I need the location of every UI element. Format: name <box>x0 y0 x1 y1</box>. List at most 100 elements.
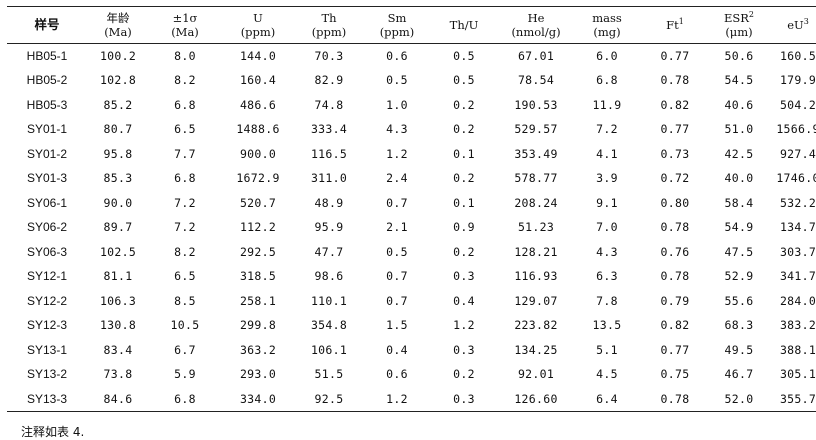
cell-sample: SY06-2 <box>26 220 68 235</box>
cell-th-u: 1.2 <box>453 318 475 333</box>
cell-esr: 42.5 <box>724 146 754 161</box>
table-row: SY06-3 102.5 8.2 292.5 47.7 0.5 0.2 128.21 4.3 0.… <box>7 240 816 265</box>
cell-age: 100.2 <box>99 49 137 63</box>
table-row: HB05-3 85.2 6.8 486.6 74.8 1.0 0.2 190.53 11.9 0.… <box>7 93 816 118</box>
table-row: SY01-1 80.7 6.5 1488.6 333.4 4.3 0.2 529.57 7.2 0… <box>7 117 816 142</box>
cell-error: 8.0 <box>174 49 196 63</box>
cell-mass: 13.5 <box>592 318 622 333</box>
header-ft: Ft1 <box>666 17 684 33</box>
cell-sample: SY01-1 <box>26 122 68 137</box>
cell-sample: SY13-1 <box>26 342 68 357</box>
cell-sample: SY12-2 <box>26 293 68 308</box>
cell-error: 6.8 <box>174 97 196 112</box>
cell-sm: 1.2 <box>386 391 408 406</box>
cell-sm: 2.4 <box>386 171 408 186</box>
cell-sm: 0.6 <box>386 49 408 63</box>
cell-age: 73.8 <box>103 367 133 382</box>
cell-mass: 9.1 <box>596 195 618 210</box>
cell-error: 6.5 <box>174 269 196 284</box>
cell-esr: 68.3 <box>724 318 754 333</box>
cell-u: 160.4 <box>239 73 277 88</box>
cell-u: 1488.6 <box>236 122 280 137</box>
cell-th: 354.8 <box>310 318 348 333</box>
cell-ft: 0.78 <box>660 220 690 235</box>
cell-u: 334.0 <box>239 391 277 406</box>
cell-he: 126.60 <box>514 391 558 406</box>
cell-sample: SY06-3 <box>26 244 68 259</box>
cell-age: 106.3 <box>99 293 137 308</box>
header-error: ±1σ (Ma) <box>171 11 199 39</box>
cell-esr: 49.5 <box>724 342 754 357</box>
cell-th-u: 0.3 <box>453 342 475 357</box>
cell-error: 8.2 <box>174 244 196 259</box>
cell-th: 110.1 <box>310 293 348 308</box>
cell-sm: 0.5 <box>386 73 408 88</box>
cell-sample: SY12-3 <box>26 318 68 333</box>
cell-th: 48.9 <box>314 195 344 210</box>
cell-sm: 1.2 <box>386 146 408 161</box>
cell-mass: 6.8 <box>596 73 618 88</box>
cell-th-u: 0.2 <box>453 367 475 382</box>
cell-eu: 383.2 <box>779 318 816 333</box>
table-row: SY12-2 106.3 8.5 258.1 110.1 0.7 0.4 129.07 7.8 0… <box>7 289 816 314</box>
cell-eu: 134.7 <box>779 220 816 235</box>
cell-mass: 7.8 <box>596 293 618 308</box>
cell-th-u: 0.5 <box>453 73 475 88</box>
table-row: SY13-1 83.4 6.7 363.2 106.1 0.4 0.3 134.25 5.1 0.… <box>7 338 816 363</box>
cell-error: 7.7 <box>174 146 196 161</box>
cell-ft: 0.82 <box>660 97 690 112</box>
cell-ft: 0.75 <box>660 367 690 382</box>
cell-sample: SY01-2 <box>26 146 68 161</box>
cell-mass: 4.5 <box>596 367 618 382</box>
cell-th-u: 0.4 <box>453 293 475 308</box>
cell-esr: 40.0 <box>724 171 754 186</box>
header-th: Th (ppm) <box>311 11 347 39</box>
cell-eu: 1746.0 <box>776 171 816 186</box>
cell-mass: 4.3 <box>596 244 618 259</box>
cell-sample: SY01-3 <box>26 171 68 186</box>
header-mass: mass (mg) <box>592 11 622 39</box>
table-row: SY13-3 84.6 6.8 334.0 92.5 1.2 0.3 126.60 6.4 0.7… <box>7 387 816 411</box>
cell-th-u: 0.2 <box>453 122 475 137</box>
cell-esr: 52.0 <box>724 391 754 406</box>
cell-sample: SY13-3 <box>26 391 68 406</box>
cell-eu: 388.1 <box>779 342 816 357</box>
cell-ft: 0.73 <box>660 146 690 161</box>
cell-mass: 11.9 <box>592 97 622 112</box>
cell-mass: 6.3 <box>596 269 618 284</box>
cell-th-u: 0.3 <box>453 269 475 284</box>
cell-ft: 0.77 <box>660 122 690 137</box>
header-he: He (nmol/g) <box>511 11 561 39</box>
cell-ft: 0.78 <box>660 391 690 406</box>
cell-esr: 50.6 <box>724 49 754 63</box>
cell-sample: SY12-1 <box>26 269 68 284</box>
cell-th: 51.5 <box>314 367 344 382</box>
cell-esr: 58.4 <box>724 195 754 210</box>
cell-ft: 0.78 <box>660 269 690 284</box>
cell-eu: 179.9 <box>779 73 816 88</box>
cell-esr: 52.9 <box>724 269 754 284</box>
cell-mass: 6.0 <box>596 49 618 63</box>
cell-error: 5.9 <box>174 367 196 382</box>
cell-age: 83.4 <box>103 342 133 357</box>
cell-he: 67.01 <box>517 49 555 63</box>
header-th-u: Th/U <box>449 18 479 32</box>
cell-mass: 3.9 <box>596 171 618 186</box>
cell-error: 6.7 <box>174 342 196 357</box>
table-note: 注释如表 4. <box>21 425 85 439</box>
cell-eu: 532.2 <box>779 195 816 210</box>
table-body: HB05-1 100.2 8.0 144.0 70.3 0.6 0.5 67.01 6.0 0.7… <box>7 44 816 411</box>
cell-esr: 54.5 <box>724 73 754 88</box>
header-row: 样号 年龄 (Ma) ±1σ (Ma) U (ppm) Th (ppm) Sm (ppm)… <box>7 6 816 44</box>
cell-th: 95.9 <box>314 220 344 235</box>
cell-ft: 0.78 <box>660 73 690 88</box>
cell-u: 112.2 <box>239 220 277 235</box>
cell-th-u: 0.2 <box>453 171 475 186</box>
cell-th: 106.1 <box>310 342 348 357</box>
cell-ft: 0.77 <box>660 342 690 357</box>
cell-u: 486.6 <box>239 97 277 112</box>
cell-sm: 0.7 <box>386 293 408 308</box>
cell-he: 223.82 <box>514 318 558 333</box>
cell-error: 6.5 <box>174 122 196 137</box>
cell-mass: 5.1 <box>596 342 618 357</box>
